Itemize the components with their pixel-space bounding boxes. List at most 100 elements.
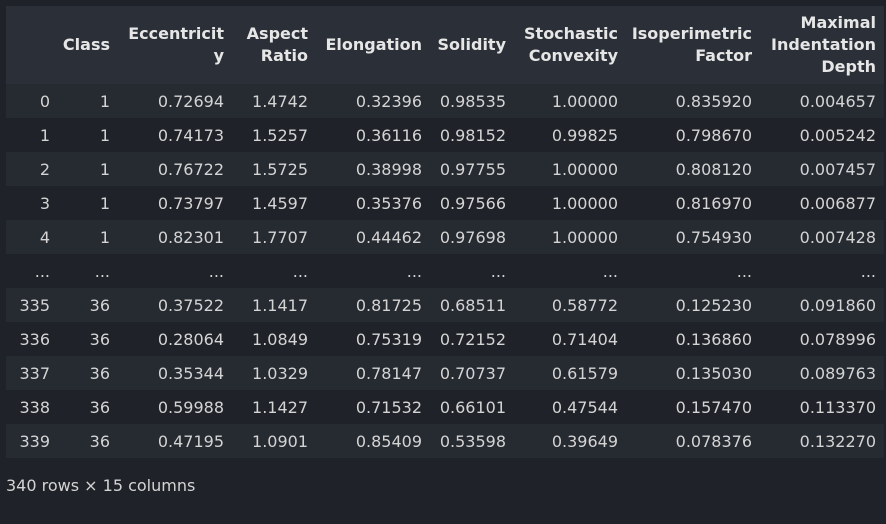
- cell-aspect-ratio: 1.4742: [252, 91, 308, 111]
- cell-stochastic-convexity: 0.99825: [551, 125, 618, 145]
- cell-elongation: 0.35376: [355, 193, 422, 213]
- cell-solidity: 0.72152: [439, 329, 506, 349]
- cell-eccentricity: 0.72694: [157, 91, 224, 111]
- cell-aspect-ratio: 1.5257: [252, 125, 308, 145]
- table-row: 339 36 0.47195 1.0901 0.85409 0.53598 0.…: [6, 424, 884, 458]
- row-index: 339: [19, 431, 50, 451]
- cell-eccentricity: 0.59988: [157, 397, 224, 417]
- cell-eccentricity: 0.35344: [157, 363, 224, 383]
- cell-solidity: ...: [490, 261, 506, 281]
- cell-eccentricity: 0.28064: [157, 329, 224, 349]
- cell-maximal-indentation-depth: 0.007428: [799, 227, 876, 247]
- table-row: 338 36 0.59988 1.1427 0.71532 0.66101 0.…: [6, 390, 884, 424]
- cell-stochastic-convexity: 0.47544: [551, 397, 618, 417]
- cell-class: 36: [89, 363, 110, 383]
- cell-elongation: 0.75319: [355, 329, 422, 349]
- cell-elongation: 0.32396: [355, 91, 422, 111]
- table-row: 2 1 0.76722 1.5725 0.38998 0.97755 1.000…: [6, 152, 884, 186]
- cell-class: 36: [89, 397, 110, 417]
- cell-eccentricity: 0.73797: [157, 193, 224, 213]
- cell-isoperimetric-factor: 0.136860: [675, 329, 752, 349]
- cell-stochastic-convexity: ...: [602, 261, 618, 281]
- cell-stochastic-convexity: 1.00000: [551, 91, 618, 111]
- cell-isoperimetric-factor: 0.798670: [675, 125, 752, 145]
- cell-isoperimetric-factor: 0.078376: [675, 431, 752, 451]
- cell-stochastic-convexity: 0.39649: [551, 431, 618, 451]
- row-index: 2: [39, 159, 50, 179]
- header-index: [6, 6, 58, 84]
- cell-eccentricity: ...: [208, 261, 224, 281]
- cell-maximal-indentation-depth: 0.113370: [799, 397, 876, 417]
- cell-class: 1: [99, 91, 110, 111]
- cell-class: 36: [89, 431, 110, 451]
- cell-isoperimetric-factor: 0.125230: [675, 295, 752, 315]
- cell-maximal-indentation-depth: ...: [860, 261, 876, 281]
- cell-solidity: 0.53598: [439, 431, 506, 451]
- cell-eccentricity: 0.82301: [157, 227, 224, 247]
- table-row: 1 1 0.74173 1.5257 0.36116 0.98152 0.998…: [6, 118, 884, 152]
- header-isoperimetric-factor: Isoperimetric Factor: [631, 24, 752, 65]
- cell-eccentricity: 0.47195: [157, 431, 224, 451]
- cell-aspect-ratio: ...: [292, 261, 308, 281]
- table-row: 4 1 0.82301 1.7707 0.44462 0.97698 1.000…: [6, 220, 884, 254]
- cell-aspect-ratio: 1.4597: [252, 193, 308, 213]
- cell-stochastic-convexity: 0.71404: [551, 329, 618, 349]
- cell-elongation: 0.85409: [355, 431, 422, 451]
- cell-maximal-indentation-depth: 0.132270: [799, 431, 876, 451]
- table-body: 0 1 0.72694 1.4742 0.32396 0.98535 1.000…: [6, 84, 884, 458]
- dataframe-table: Class Eccentricity Aspect Ratio Elongati…: [6, 6, 884, 458]
- cell-solidity: 0.97698: [439, 227, 506, 247]
- header-class: Class: [62, 35, 110, 54]
- header-aspect-ratio: Aspect Ratio: [246, 24, 308, 65]
- cell-isoperimetric-factor: ...: [736, 261, 752, 281]
- cell-elongation: 0.81725: [355, 295, 422, 315]
- cell-solidity: 0.97755: [439, 159, 506, 179]
- row-index: 0: [39, 91, 50, 111]
- table-row: 337 36 0.35344 1.0329 0.78147 0.70737 0.…: [6, 356, 884, 390]
- cell-stochastic-convexity: 0.61579: [551, 363, 618, 383]
- header-solidity: Solidity: [437, 35, 507, 54]
- cell-elongation: ...: [406, 261, 422, 281]
- cell-elongation: 0.44462: [355, 227, 422, 247]
- cell-maximal-indentation-depth: 0.089763: [799, 363, 876, 383]
- row-index: 336: [19, 329, 50, 349]
- cell-solidity: 0.70737: [439, 363, 506, 383]
- row-index: ...: [34, 261, 50, 281]
- cell-class: 1: [99, 125, 110, 145]
- cell-stochastic-convexity: 1.00000: [551, 159, 618, 179]
- cell-maximal-indentation-depth: 0.004657: [799, 91, 876, 111]
- header-eccentricity: Eccentricity: [128, 24, 224, 65]
- cell-class: 36: [89, 329, 110, 349]
- cell-elongation: 0.36116: [355, 125, 422, 145]
- cell-elongation: 0.71532: [355, 397, 422, 417]
- table-row: 3 1 0.73797 1.4597 0.35376 0.97566 1.000…: [6, 186, 884, 220]
- cell-class: 1: [99, 193, 110, 213]
- row-index: 3: [39, 193, 50, 213]
- cell-maximal-indentation-depth: 0.007457: [799, 159, 876, 179]
- header-stochastic-convexity: Stochastic Convexity: [524, 24, 618, 65]
- row-index: 338: [19, 397, 50, 417]
- cell-solidity: 0.68511: [439, 295, 506, 315]
- cell-solidity: 0.98535: [439, 91, 506, 111]
- table-row-ellipsis: ... ... ... ... ... ... ... ... ...: [6, 254, 884, 288]
- cell-stochastic-convexity: 1.00000: [551, 227, 618, 247]
- header-elongation: Elongation: [325, 35, 422, 54]
- table-header: Class Eccentricity Aspect Ratio Elongati…: [6, 6, 884, 84]
- cell-aspect-ratio: 1.5725: [252, 159, 308, 179]
- row-index: 337: [19, 363, 50, 383]
- table-shape-summary: 340 rows × 15 columns: [6, 476, 196, 495]
- row-index: 1: [39, 125, 50, 145]
- header-row: Class Eccentricity Aspect Ratio Elongati…: [6, 6, 884, 84]
- cell-isoperimetric-factor: 0.135030: [675, 363, 752, 383]
- table-row: 335 36 0.37522 1.1417 0.81725 0.68511 0.…: [6, 288, 884, 322]
- cell-aspect-ratio: 1.1427: [252, 397, 308, 417]
- cell-eccentricity: 0.74173: [157, 125, 224, 145]
- cell-eccentricity: 0.76722: [157, 159, 224, 179]
- cell-isoperimetric-factor: 0.808120: [675, 159, 752, 179]
- cell-class: ...: [94, 261, 110, 281]
- cell-aspect-ratio: 1.0901: [252, 431, 308, 451]
- cell-aspect-ratio: 1.0329: [252, 363, 308, 383]
- row-index: 4: [39, 227, 50, 247]
- cell-isoperimetric-factor: 0.835920: [675, 91, 752, 111]
